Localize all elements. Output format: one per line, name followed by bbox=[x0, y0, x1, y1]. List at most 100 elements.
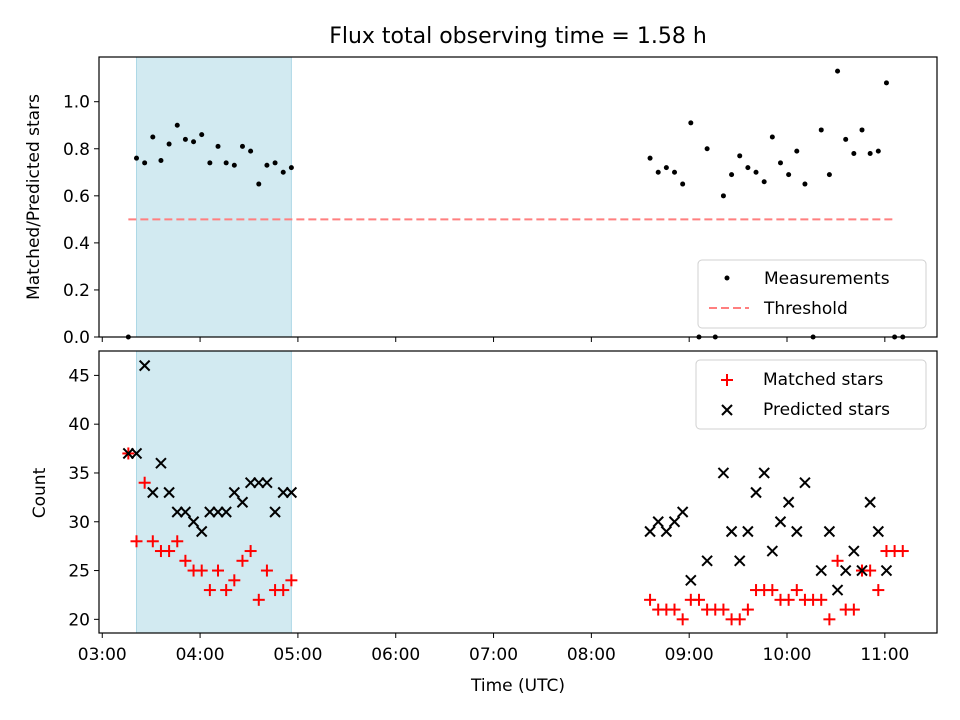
matched-star-point bbox=[203, 584, 216, 597]
measurement-point bbox=[256, 181, 262, 187]
measurement-point bbox=[280, 169, 286, 175]
predicted-star-point bbox=[717, 467, 730, 479]
ratio-plot-frame bbox=[98, 56, 938, 338]
matched-star-point bbox=[676, 613, 689, 626]
measurement-point bbox=[647, 155, 653, 161]
measurement-point bbox=[680, 181, 686, 187]
ratio-y-tick-label: 0.8 bbox=[63, 140, 90, 160]
matched-star-point bbox=[668, 603, 681, 616]
predicted-star-point bbox=[147, 486, 159, 499]
measurement-point bbox=[288, 165, 294, 171]
matched-star-point bbox=[285, 574, 298, 587]
measurement-point bbox=[150, 134, 156, 140]
measurement-point bbox=[720, 193, 726, 199]
matched-star-point bbox=[896, 545, 909, 558]
measurement-point bbox=[207, 160, 213, 166]
measurement-point bbox=[786, 172, 792, 178]
ratio-shaded-span bbox=[135, 56, 292, 338]
measurement-point bbox=[737, 153, 743, 159]
count-legend: Matched stars Predicted stars bbox=[695, 359, 927, 430]
measurement-point bbox=[729, 172, 735, 178]
measurement-point bbox=[826, 172, 832, 178]
matched-star-point bbox=[163, 545, 176, 558]
measurement-point bbox=[818, 127, 824, 133]
predicted-star-point bbox=[122, 447, 135, 460]
measurement-point bbox=[753, 169, 759, 175]
measurement-point bbox=[239, 143, 245, 149]
predicted-star-point bbox=[171, 506, 183, 518]
predicted-star-point bbox=[179, 506, 192, 518]
x-tick-label: 04:00 bbox=[176, 645, 225, 665]
measurement-point bbox=[883, 80, 889, 86]
measurement-point bbox=[704, 146, 710, 152]
predicted-star-point bbox=[848, 545, 860, 557]
predicted-star-point bbox=[130, 447, 143, 460]
count-shaded-span bbox=[135, 350, 292, 634]
measurement-point bbox=[663, 165, 669, 171]
measurement-point bbox=[133, 155, 139, 161]
measurement-point bbox=[223, 160, 229, 166]
measurement-point bbox=[875, 148, 881, 154]
count-panel: 20 25 30 35 40 45 03:00 04:00 05:00 06:00 07:00 08… bbox=[30, 350, 938, 696]
predicted-star-point bbox=[725, 525, 738, 538]
matched-star-point bbox=[171, 535, 184, 548]
measurement-point bbox=[231, 162, 237, 168]
predicted-star-point bbox=[856, 564, 868, 577]
predicted-star-point bbox=[815, 564, 827, 577]
x-tick-label: 06:00 bbox=[371, 645, 420, 665]
predicted-star-point bbox=[872, 525, 885, 538]
measurement-point bbox=[182, 136, 188, 142]
count-y-tick-label: 45 bbox=[68, 366, 90, 386]
matched-star-point bbox=[260, 564, 273, 577]
count-y-tick-label: 35 bbox=[68, 464, 90, 484]
predicted-star-point bbox=[782, 496, 795, 508]
predicted-star-point bbox=[261, 477, 273, 489]
measurement-point bbox=[769, 134, 775, 140]
x-tick-label: 05:00 bbox=[273, 645, 322, 665]
ratio-legend: Measurements Threshold bbox=[697, 259, 927, 329]
measurement-point bbox=[761, 179, 767, 185]
predicted-star-point bbox=[685, 574, 697, 587]
ratio-y-tick-label: 0.2 bbox=[63, 281, 90, 301]
predicted-star-point bbox=[839, 564, 852, 577]
predicted-star-point bbox=[236, 496, 249, 508]
measurement-point bbox=[843, 136, 849, 142]
predicted-star-point bbox=[187, 516, 200, 528]
measurement-point bbox=[264, 162, 270, 168]
predicted-star-point bbox=[791, 525, 803, 538]
count-y-tick-label: 25 bbox=[68, 562, 90, 582]
predicted-star-point bbox=[701, 555, 713, 567]
matched-star-point bbox=[644, 593, 657, 606]
measurement-point bbox=[851, 150, 857, 156]
matched-star-point bbox=[831, 554, 844, 567]
matched-star-point bbox=[195, 564, 208, 577]
matched-legend-marker bbox=[721, 374, 733, 386]
count-plot-frame bbox=[98, 350, 938, 634]
predicted-star-point bbox=[253, 477, 265, 489]
count-y-tick-label: 20 bbox=[68, 610, 90, 630]
count-y-tick-label: 40 bbox=[68, 415, 90, 435]
x-tick-label: 09:00 bbox=[665, 645, 714, 665]
matched-star-point bbox=[212, 564, 225, 577]
measurement-point bbox=[199, 132, 205, 138]
predicted-star-point bbox=[652, 516, 664, 528]
x-tick-label: 03:00 bbox=[78, 645, 127, 665]
predicted-star-point bbox=[758, 467, 770, 479]
predicted-star-point bbox=[155, 457, 167, 469]
predicted-star-point bbox=[212, 506, 224, 518]
x-axis-label: Time (UTC) bbox=[470, 676, 565, 696]
predicted-star-point bbox=[742, 525, 754, 538]
ratio-y-tick-label: 1.0 bbox=[63, 93, 90, 113]
matched-star-point bbox=[244, 545, 257, 558]
measurements-legend-label: Measurements bbox=[764, 269, 890, 289]
predicted-star-point bbox=[269, 506, 281, 518]
matched-star-point bbox=[692, 593, 705, 606]
threshold-legend-label: Threshold bbox=[763, 299, 848, 319]
measurement-point bbox=[835, 68, 841, 74]
predicted-star-point bbox=[799, 477, 811, 489]
predicted-star-point bbox=[823, 525, 836, 538]
measurement-point bbox=[802, 181, 808, 187]
measurement-point bbox=[859, 127, 865, 133]
matched-star-point bbox=[864, 564, 877, 577]
predicted-star-point bbox=[766, 545, 779, 557]
